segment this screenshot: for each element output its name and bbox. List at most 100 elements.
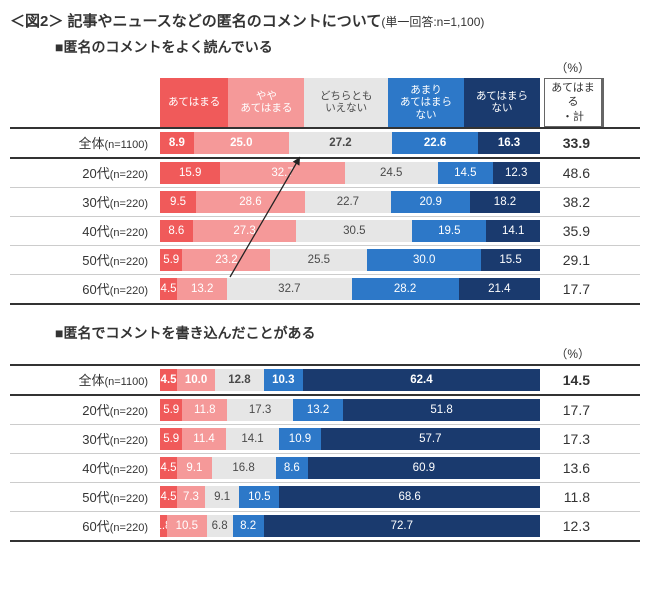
bar-segment: 32.7 bbox=[220, 162, 344, 184]
bar-segment: 12.3 bbox=[493, 162, 540, 184]
row-label: 20代(n=220) bbox=[10, 163, 160, 182]
bar-segment: 15.9 bbox=[160, 162, 220, 184]
row-label: 60代(n=220) bbox=[10, 279, 160, 298]
legend-cell: あまり あてはまら ない bbox=[388, 78, 464, 127]
bar-segment: 25.0 bbox=[194, 132, 289, 154]
bar-segment: 7.3 bbox=[177, 486, 205, 508]
data-row: 30代(n=220)9.528.622.720.918.238.2 bbox=[10, 188, 640, 217]
bar-segment: 5.9 bbox=[160, 428, 182, 450]
bar-segment: 18.2 bbox=[470, 191, 539, 213]
row-label: 全体(n=1100) bbox=[10, 370, 160, 389]
bar-segment: 14.1 bbox=[486, 220, 540, 242]
data-row: 20代(n=220)5.911.817.313.251.817.7 bbox=[10, 396, 640, 425]
row-total: 12.3 bbox=[540, 518, 600, 534]
chart-block: ■匿名でコメントを書き込んだことがある（%）全体(n=1100)4.510.01… bbox=[10, 323, 640, 542]
row-total: 29.1 bbox=[540, 252, 600, 268]
bar-area: 1.810.56.88.272.7 bbox=[160, 515, 540, 537]
bar-segment: 14.1 bbox=[226, 428, 280, 450]
bar-segment: 24.5 bbox=[345, 162, 438, 184]
bar-segment: 13.2 bbox=[177, 278, 227, 300]
bar-segment: 68.6 bbox=[279, 486, 540, 508]
figure-title: ＜図2＞ 記事やニュースなどの匿名のコメントについて(単一回答:n=1,100) bbox=[10, 10, 640, 31]
bar-area: 8.925.027.222.616.3 bbox=[160, 132, 540, 154]
bar-segment: 4.5 bbox=[160, 369, 177, 391]
unit-label: （%） bbox=[10, 59, 640, 76]
data-row: 40代(n=220)4.59.116.88.660.913.6 bbox=[10, 454, 640, 483]
row-n: (n=220) bbox=[110, 285, 148, 297]
row-label-text: 40代 bbox=[82, 461, 109, 476]
bar-segment: 4.5 bbox=[160, 486, 177, 508]
row-label: 40代(n=220) bbox=[10, 458, 160, 477]
row-n: (n=220) bbox=[110, 227, 148, 239]
bar-segment: 14.5 bbox=[438, 162, 493, 184]
bar-segment: 12.8 bbox=[215, 369, 264, 391]
data-row-total: 全体(n=1100)8.925.027.222.616.333.9 bbox=[10, 127, 640, 159]
bar-segment: 8.6 bbox=[160, 220, 193, 242]
bar-area: 4.59.116.88.660.9 bbox=[160, 457, 540, 479]
bar-segment: 25.5 bbox=[270, 249, 367, 271]
data-row: 60代(n=220)1.810.56.88.272.712.3 bbox=[10, 512, 640, 542]
bar-segment: 51.8 bbox=[343, 399, 540, 421]
legend-cell: やや あてはまる bbox=[228, 78, 304, 127]
bar-area: 4.510.012.810.362.4 bbox=[160, 369, 540, 391]
row-total: 13.6 bbox=[540, 460, 600, 476]
row-n: (n=220) bbox=[110, 256, 148, 268]
row-label-text: 40代 bbox=[82, 224, 109, 239]
row-label-text: 20代 bbox=[82, 166, 109, 181]
chart-block: ■匿名のコメントをよく読んでいる（%）あてはまるやや あてはまるどちらとも いえ… bbox=[10, 37, 640, 305]
row-n: (n=220) bbox=[110, 493, 148, 505]
row-n: (n=1100) bbox=[104, 376, 148, 388]
chart-subtitle: ■匿名でコメントを書き込んだことがある bbox=[55, 323, 640, 343]
data-row: 50代(n=220)4.57.39.110.568.611.8 bbox=[10, 483, 640, 512]
bar-area: 5.911.817.313.251.8 bbox=[160, 399, 540, 421]
bar-segment: 22.6 bbox=[392, 132, 478, 154]
bar-segment: 4.5 bbox=[160, 278, 177, 300]
bar-segment: 57.7 bbox=[321, 428, 540, 450]
bar-area: 15.932.724.514.512.3 bbox=[160, 162, 540, 184]
bar-segment: 9.5 bbox=[160, 191, 196, 213]
row-label-text: 60代 bbox=[82, 519, 109, 534]
bar-segment: 62.4 bbox=[303, 369, 540, 391]
row-label-text: 50代 bbox=[82, 253, 109, 268]
bar-area: 4.57.39.110.568.6 bbox=[160, 486, 540, 508]
data-row: 50代(n=220) 5.923.225.530.015.529.1 bbox=[10, 246, 640, 275]
bar-segment: 6.8 bbox=[207, 515, 233, 537]
bar-segment: 8.2 bbox=[233, 515, 264, 537]
bar-segment: 10.5 bbox=[167, 515, 207, 537]
row-label: 60代(n=220) bbox=[10, 516, 160, 535]
bar-segment: 11.8 bbox=[182, 399, 227, 421]
bar-segment: 15.5 bbox=[481, 249, 540, 271]
bar-segment: 27.3 bbox=[193, 220, 297, 242]
bar-segment: 22.7 bbox=[305, 191, 391, 213]
row-label: 50代(n=220) bbox=[10, 487, 160, 506]
bar-segment: 32.7 bbox=[227, 278, 351, 300]
bar-segment: 8.6 bbox=[276, 457, 309, 479]
bar-area: 5.923.225.530.015.5 bbox=[160, 249, 540, 271]
legend-row: あてはまるやや あてはまるどちらとも いえないあまり あてはまら ないあてはまら… bbox=[160, 78, 640, 127]
bar-area: 5.911.414.110.957.7 bbox=[160, 428, 540, 450]
legend-cell: あてはまる bbox=[160, 78, 228, 127]
bar-segment: 60.9 bbox=[308, 457, 539, 479]
row-label-text: 30代 bbox=[82, 195, 109, 210]
data-row-total: 全体(n=1100)4.510.012.810.362.414.5 bbox=[10, 364, 640, 396]
row-n: (n=220) bbox=[110, 435, 148, 447]
bar-area: 8.627.330.519.514.1 bbox=[160, 220, 540, 242]
data-row: 40代(n=220)8.627.330.519.514.135.9 bbox=[10, 217, 640, 246]
row-total: 14.5 bbox=[540, 372, 600, 388]
bar-segment: 1.8 bbox=[160, 515, 167, 537]
charts-root: ■匿名のコメントをよく読んでいる（%）あてはまるやや あてはまるどちらとも いえ… bbox=[10, 37, 640, 542]
row-label: 20代(n=220) bbox=[10, 400, 160, 419]
data-row: 30代(n=220)5.911.414.110.957.717.3 bbox=[10, 425, 640, 454]
row-label: 全体(n=1100) bbox=[10, 133, 160, 152]
row-label-text: 30代 bbox=[82, 432, 109, 447]
bar-area: 9.528.622.720.918.2 bbox=[160, 191, 540, 213]
row-label-text: 全体 bbox=[78, 136, 104, 151]
bar-segment: 16.8 bbox=[212, 457, 276, 479]
bar-segment: 10.9 bbox=[279, 428, 320, 450]
row-total: 48.6 bbox=[540, 165, 600, 181]
bar-area: 4.513.232.728.221.4 bbox=[160, 278, 540, 300]
row-total: 17.7 bbox=[540, 281, 600, 297]
row-total: 11.8 bbox=[540, 489, 600, 505]
title-note: (単一回答:n=1,100) bbox=[381, 15, 484, 29]
legend-cell: あてはまら ない bbox=[464, 78, 540, 127]
